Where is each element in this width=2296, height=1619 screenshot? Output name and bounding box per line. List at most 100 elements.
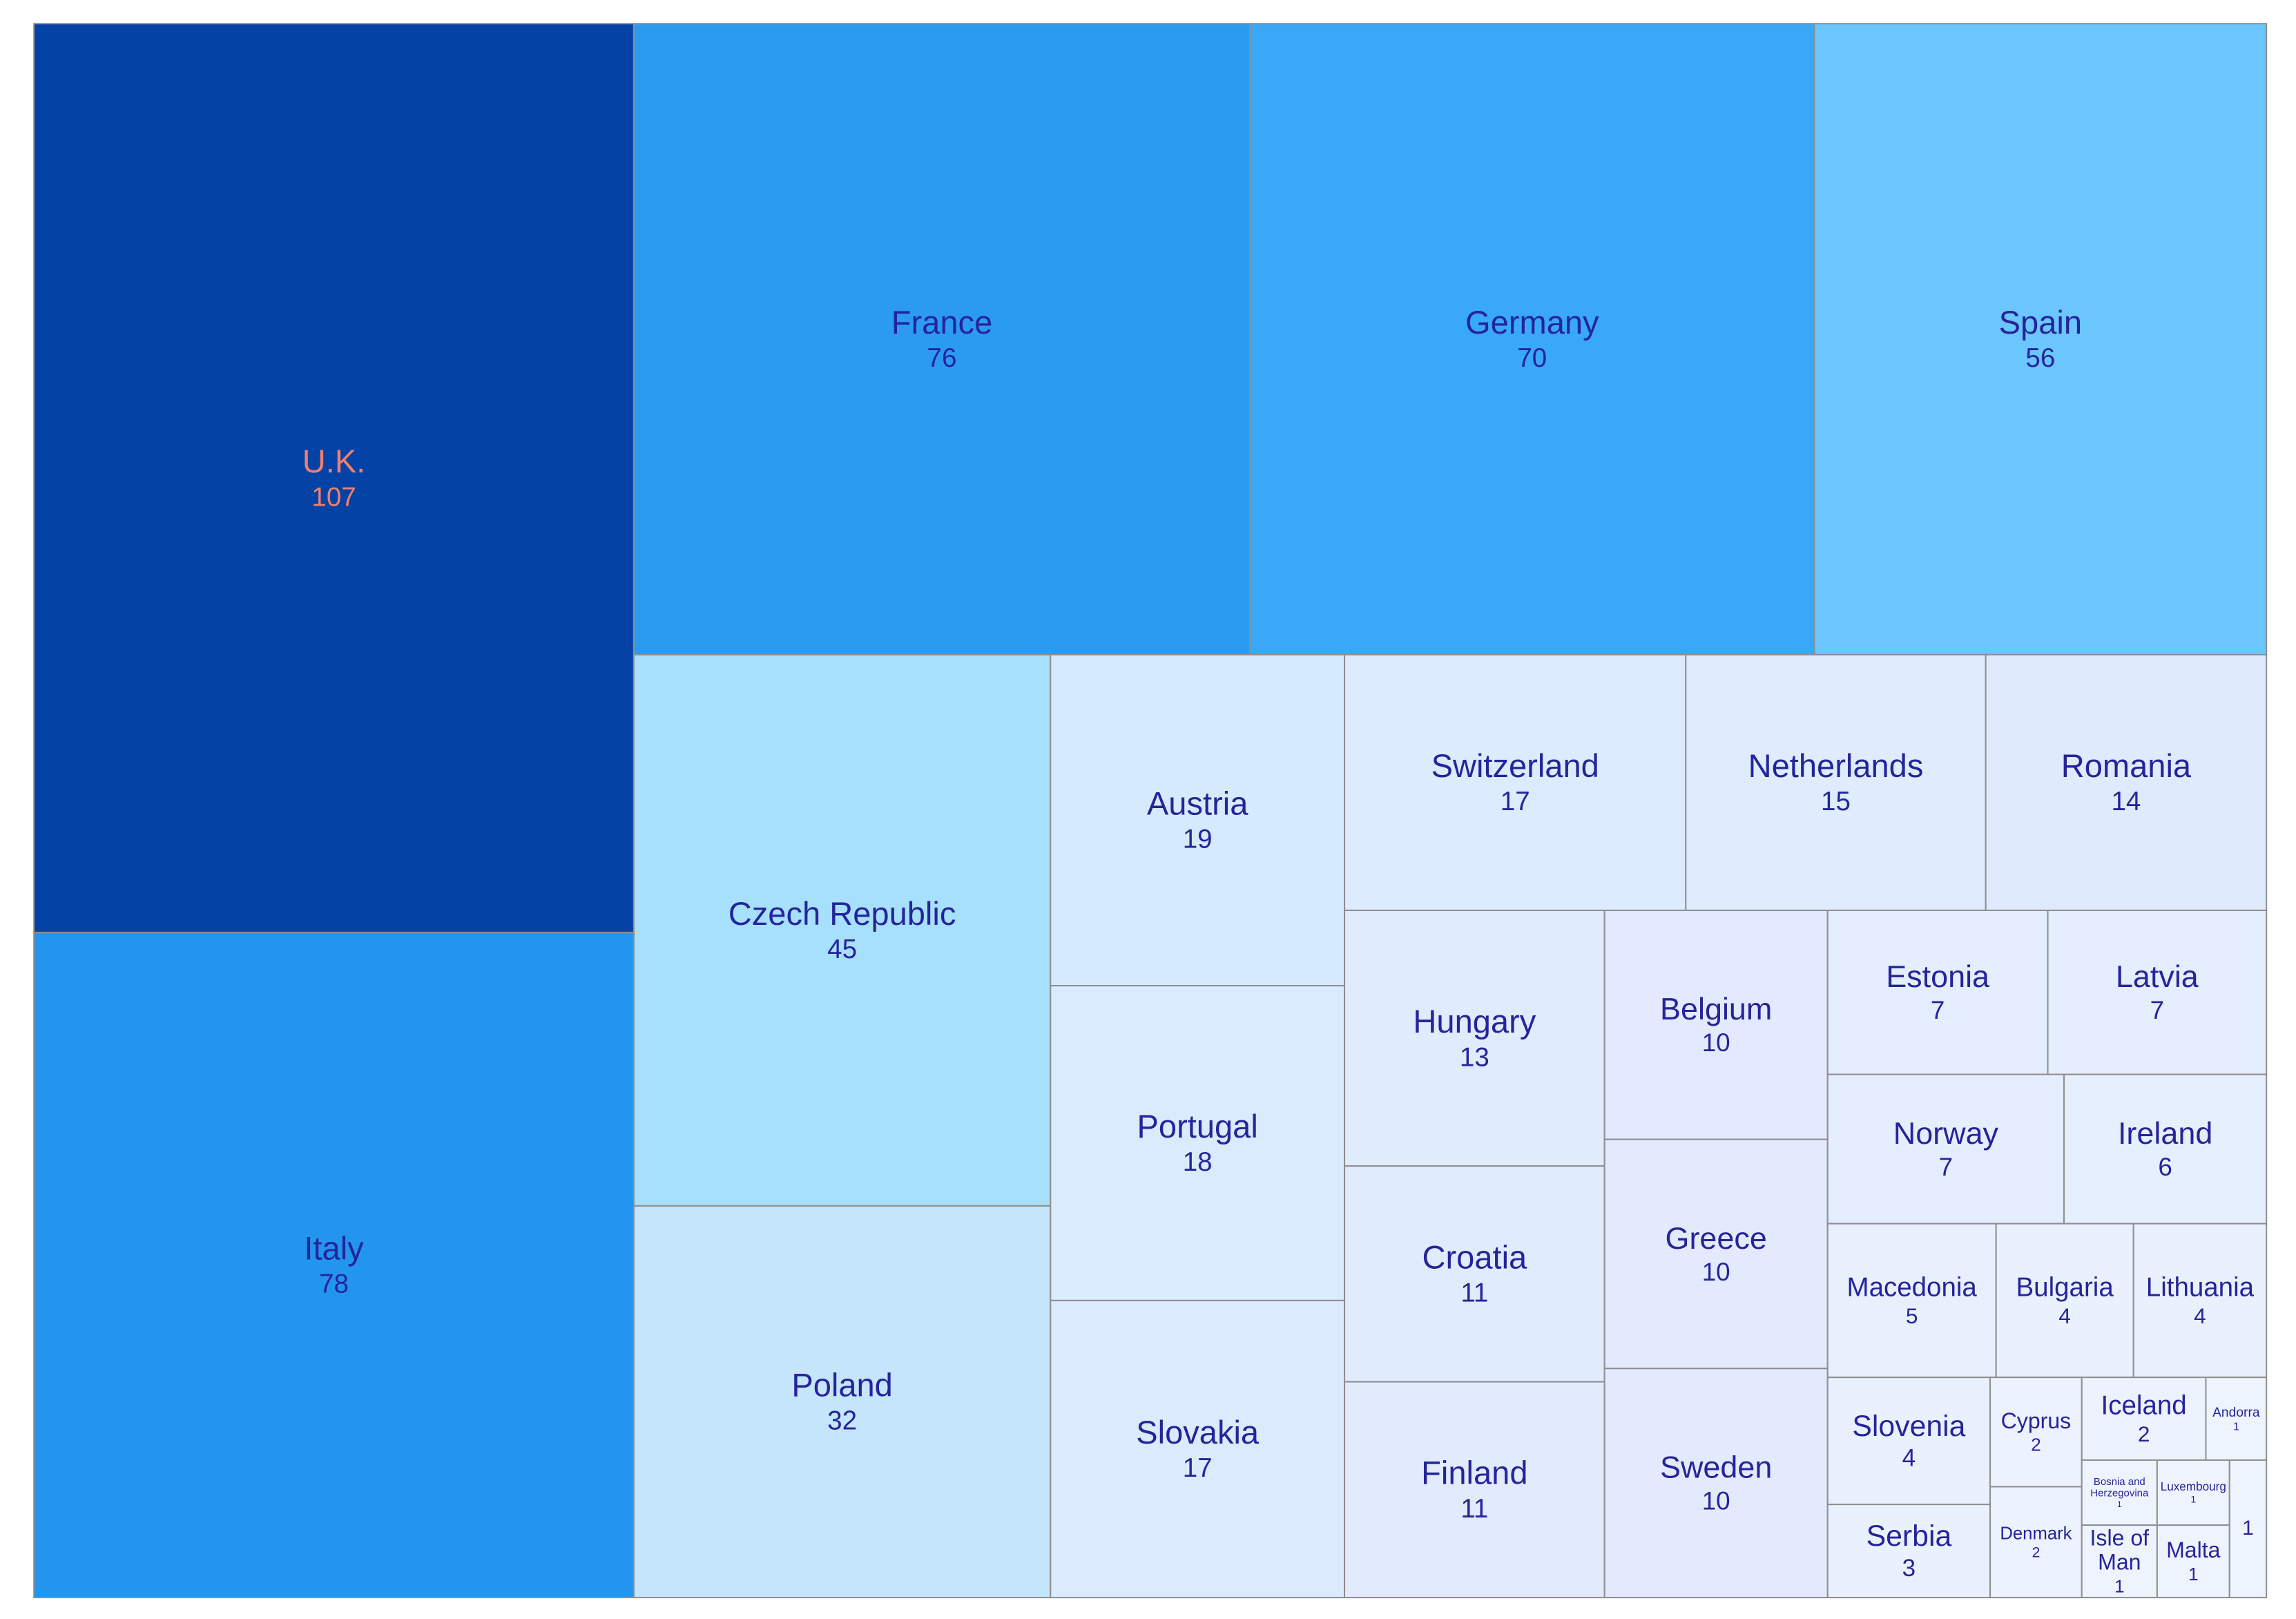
tile-label-macedonia: Macedonia (1847, 1272, 1978, 1302)
tile-value-estonia: 7 (1931, 996, 1945, 1024)
tile-rect-hungary (1344, 910, 1605, 1167)
tile-value-switzerland: 17 (1501, 787, 1530, 816)
tile-label-malta: Malta (2166, 1537, 2221, 1562)
tile-label-bosnia-and-herzegovina: Herzegovina (2090, 1488, 2149, 1500)
tile-label-portugal: Portugal (1137, 1108, 1258, 1144)
tile-value-romania: 14 (2111, 787, 2141, 816)
tile-value-netherlands: 15 (1821, 787, 1851, 816)
tile-value-bulgaria: 4 (2058, 1303, 2071, 1328)
tile-value-germany: 70 (1517, 343, 1547, 373)
tile-value-luxembourg: 1 (2190, 1494, 2196, 1505)
tile-value-greece: 10 (1702, 1258, 1730, 1286)
tile-austria: Austria 19 (1050, 653, 1346, 987)
tile-rect-slovenia (1826, 1377, 1991, 1506)
tile-value-macedonia: 5 (1906, 1303, 1918, 1328)
tile-label-france: France (891, 304, 992, 341)
tile-rect-u-k (33, 23, 635, 934)
tile-value-cyprus: 2 (2031, 1435, 2041, 1455)
tile-value-slovakia: 17 (1183, 1453, 1213, 1483)
tile-label-denmark: Denmark (2000, 1524, 2072, 1543)
tile-value-austria: 19 (1183, 825, 1213, 854)
tile-value-france: 76 (927, 343, 957, 373)
tile-label-sweden: Sweden (1660, 1449, 1772, 1484)
tile-rect-finland (1344, 1381, 1605, 1598)
tile-label-isle-of-man: Isle of (2090, 1525, 2150, 1550)
tile-rect-isle-of-man (2081, 1524, 2158, 1598)
tile-rect-italy (33, 932, 635, 1598)
tile-rect-slovakia (1050, 1299, 1346, 1598)
tile-romania: Romania 14 (1985, 653, 2268, 912)
tile-label-serbia: Serbia (1866, 1520, 1952, 1553)
tile-label-romania: Romania (2061, 747, 2192, 784)
tile-value-portugal: 18 (1183, 1147, 1213, 1177)
tile-value-czech-republic: 45 (827, 935, 857, 964)
tile-label-spain: Spain (1999, 304, 2082, 341)
tile-rect-austria (1050, 653, 1346, 987)
tile-value-iceland: 2 (2138, 1421, 2150, 1446)
tile-label-iceland: Iceland (2101, 1390, 2187, 1420)
tile-value-hungary: 13 (1460, 1042, 1489, 1072)
tile-czech-republic: Czech Republic 45 (633, 653, 1052, 1207)
tile-rect-belgium (1603, 910, 1829, 1140)
tile-rect-netherlands (1685, 653, 1987, 912)
tile-label-estonia: Estonia (1886, 959, 1989, 994)
tile-rect-ireland (2063, 1073, 2268, 1225)
tile-value-ireland: 6 (2158, 1153, 2172, 1181)
tile-label-luxembourg: Luxembourg (2161, 1480, 2226, 1493)
tile-switzerland: Switzerland 17 (1344, 653, 1687, 912)
tile-rect-estonia (1826, 910, 2049, 1075)
tile-u-k: U.K.107 (33, 23, 635, 934)
tile-value-isle-of-man: 1 (2114, 1576, 2125, 1597)
tile-value-u-k: 107 (311, 482, 356, 512)
tile-label-isle-of-man: Man (2098, 1550, 2141, 1575)
tile-value-croatia: 11 (1460, 1278, 1488, 1308)
tile-label-hungary: Hungary (1413, 1003, 1536, 1040)
tile-rect-malta (2156, 1524, 2230, 1598)
tile-rect-czech-republic (633, 653, 1052, 1207)
tile-value-belgium: 10 (1702, 1028, 1730, 1057)
tile-value-italy: 78 (319, 1270, 349, 1299)
tile-label-italy: Italy (304, 1229, 364, 1266)
tile-value-slovenia: 4 (1902, 1445, 1916, 1472)
tile-label-belgium: Belgium (1660, 991, 1772, 1026)
tile-value-spain: 56 (2025, 343, 2055, 373)
tile-rect-serbia (1826, 1504, 1991, 1598)
tile-label-switzerland: Switzerland (1431, 747, 1599, 784)
tile-value-finland: 11 (1460, 1494, 1488, 1524)
tile-label-bosnia-and-herzegovina: Bosnia and (2094, 1476, 2145, 1488)
tile-rect-cyprus (1989, 1377, 2083, 1488)
tile-rect-iceland (2081, 1377, 2207, 1461)
tile-label-poland: Poland (791, 1366, 893, 1403)
tile-rect-greece (1603, 1138, 1829, 1370)
tile-rect-norway (1826, 1073, 2065, 1225)
tile-rect-bulgaria (1995, 1223, 2134, 1379)
tile-rect-unnamed (2228, 1459, 2268, 1598)
tile-value-latvia: 7 (2150, 996, 2164, 1024)
tile-denmark: Denmark 2 (1989, 1486, 2083, 1598)
tile-rect-croatia (1344, 1165, 1605, 1383)
tile-label-u-k: U.K. (302, 443, 366, 479)
tile-value-denmark: 2 (2032, 1545, 2041, 1561)
tile-label-lithuania: Lithuania (2146, 1272, 2255, 1302)
tile-rect-poland (633, 1205, 1052, 1598)
tile-label-cyprus: Cyprus (2001, 1408, 2072, 1433)
